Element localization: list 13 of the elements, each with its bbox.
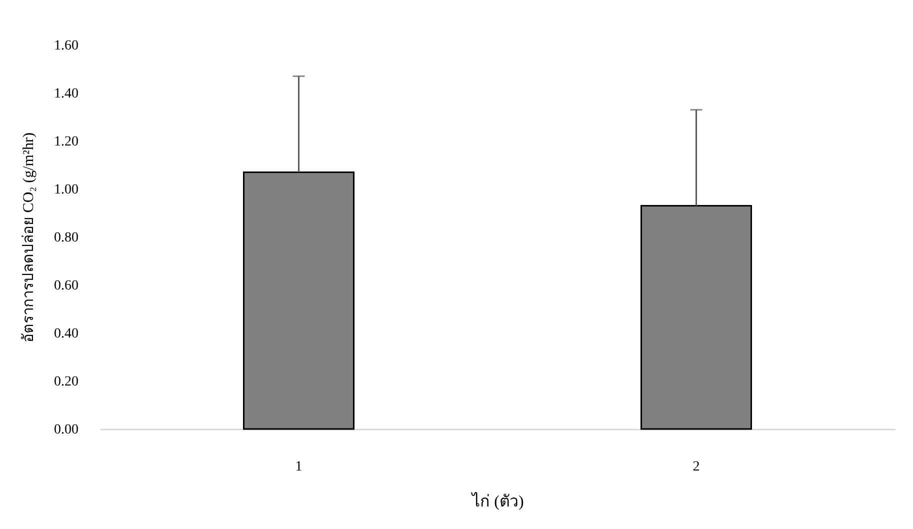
y-tick-label: 0.40	[54, 326, 78, 342]
x-tick-label: 1	[295, 460, 302, 474]
y-tick-label: 1.00	[54, 182, 78, 198]
y-tick-label: 1.20	[54, 134, 78, 150]
y-tick-label: 0.60	[54, 278, 78, 294]
y-tick-label: 1.40	[54, 86, 78, 102]
y-tick-label: 0.20	[54, 374, 78, 390]
x-tick-label: 2	[692, 460, 700, 474]
y-tick-label: 1.60	[54, 38, 78, 54]
y-axis-title: อัตราการปลดปล่อย CO₂ (g/m²hr)	[21, 132, 37, 342]
y-tick-label: 0.80	[54, 230, 78, 246]
y-tick-label: 0.00	[54, 422, 78, 438]
x-axis-title: ไก่ (ตัว)	[470, 492, 524, 510]
